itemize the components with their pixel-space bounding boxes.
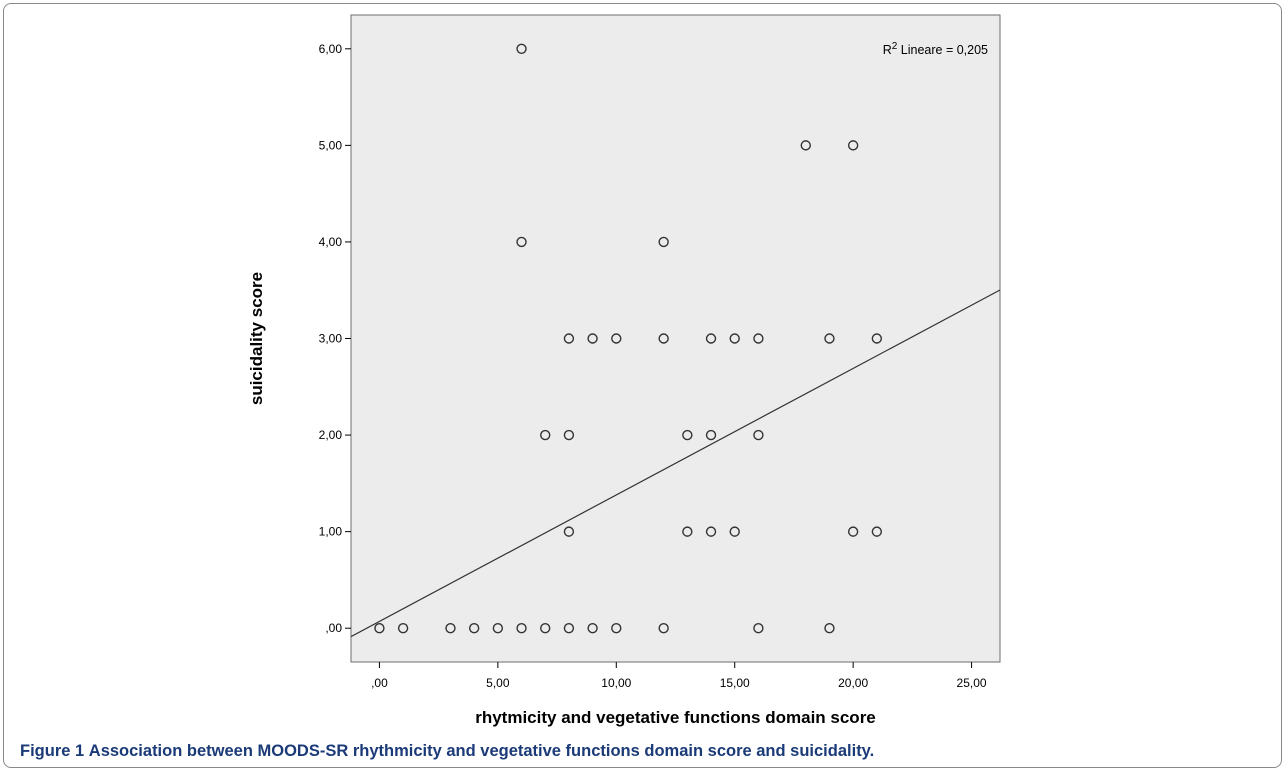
data-point bbox=[563, 333, 575, 344]
data-point bbox=[587, 623, 598, 634]
data-point bbox=[516, 43, 527, 54]
data-point bbox=[658, 333, 669, 344]
data-point bbox=[563, 623, 575, 634]
data-point bbox=[753, 333, 764, 344]
data-point bbox=[800, 140, 811, 151]
data-point bbox=[540, 429, 551, 441]
data-point bbox=[516, 623, 527, 634]
data-point bbox=[824, 623, 835, 634]
data-point bbox=[658, 236, 669, 248]
data-point bbox=[374, 623, 385, 634]
y-tick-label: 3,00 bbox=[319, 332, 343, 346]
y-axis-title: suicidality score bbox=[247, 272, 266, 405]
plot-area bbox=[350, 14, 1001, 663]
fit-line bbox=[350, 289, 1001, 638]
data-point bbox=[468, 623, 480, 634]
caption-text: Association between MOODS-SR rhythmicity… bbox=[88, 742, 875, 760]
y-tick-label: 1,00 bbox=[319, 525, 343, 539]
data-point bbox=[729, 526, 740, 537]
x-tick-label: 5,00 bbox=[486, 676, 510, 690]
y-tick-label: 2,00 bbox=[319, 428, 343, 442]
figure-label: Figure 1 bbox=[20, 742, 85, 760]
x-axis-title: rhytmicity and vegetative functions doma… bbox=[475, 708, 876, 727]
x-tick-label: ,00 bbox=[371, 676, 388, 690]
fit-line-group bbox=[350, 289, 1001, 638]
data-point bbox=[871, 526, 883, 537]
data-point bbox=[847, 140, 859, 151]
scatter-chart: ,00 1,00 2,00 3,00 4,00 5,00 6,00 ,00 5,00 10,00 1… bbox=[247, 14, 1001, 727]
data-point bbox=[705, 526, 717, 537]
data-point bbox=[563, 429, 575, 441]
data-point bbox=[445, 623, 456, 634]
data-point bbox=[682, 526, 693, 537]
y-tick-label: ,00 bbox=[325, 621, 342, 635]
y-tick-label: 5,00 bbox=[319, 138, 343, 152]
data-point bbox=[540, 623, 551, 634]
data-point bbox=[611, 623, 622, 634]
data-point bbox=[682, 429, 693, 441]
axes: ,00 1,00 2,00 3,00 4,00 5,00 6,00 ,00 5,00 10,00 1… bbox=[319, 42, 987, 690]
data-point bbox=[611, 333, 622, 344]
y-tick-label: 6,00 bbox=[319, 42, 343, 56]
y-tick-label: 4,00 bbox=[319, 235, 343, 249]
x-tick-label: 20,00 bbox=[838, 676, 868, 690]
data-point bbox=[587, 333, 598, 344]
data-point bbox=[563, 526, 575, 537]
data-point bbox=[705, 333, 717, 344]
data-point bbox=[658, 623, 669, 634]
data-point bbox=[492, 623, 504, 634]
data-point bbox=[397, 623, 409, 634]
data-point bbox=[871, 333, 883, 344]
data-point bbox=[705, 429, 717, 441]
data-point bbox=[824, 333, 835, 344]
data-points bbox=[374, 43, 883, 634]
data-point bbox=[516, 236, 527, 248]
data-point bbox=[753, 429, 764, 441]
data-point bbox=[729, 333, 740, 344]
data-point bbox=[753, 623, 764, 634]
data-point bbox=[847, 526, 859, 537]
r-squared-annotation: R2 Lineare = 0,205 bbox=[883, 41, 988, 57]
figure-caption: Figure 1 Association between MOODS-SR rh… bbox=[20, 742, 874, 761]
x-tick-label: 25,00 bbox=[957, 676, 987, 690]
x-tick-label: 10,00 bbox=[601, 676, 631, 690]
x-tick-label: 15,00 bbox=[720, 676, 750, 690]
